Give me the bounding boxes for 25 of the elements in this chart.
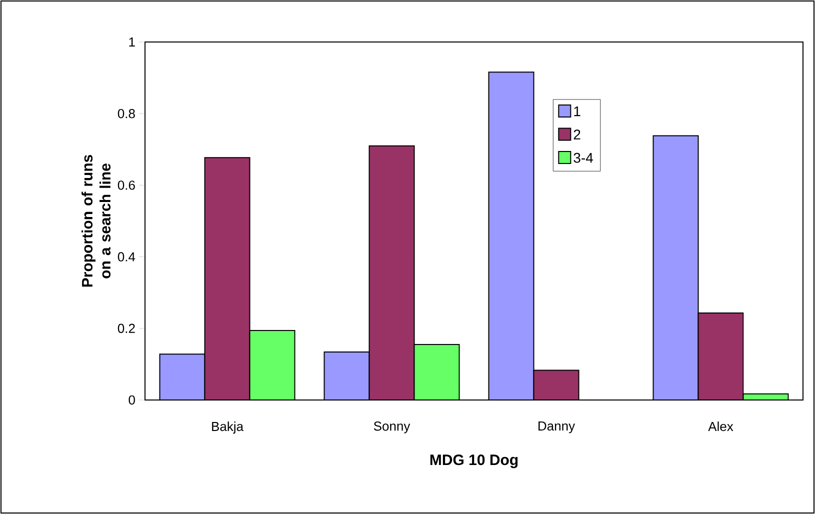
legend-label: 3-4: [574, 152, 593, 163]
y-tick-label: 0: [128, 395, 135, 405]
x-tick-label: Danny: [538, 422, 576, 434]
y-axis-title: Proportion of runs on a search line: [82, 154, 111, 287]
bar: [414, 344, 460, 400]
bar: [698, 312, 744, 400]
x-tick-label: Sonny: [374, 422, 410, 434]
y-tick-label: 0.4: [118, 252, 136, 262]
x-tick-label: Bakja: [212, 422, 244, 434]
bar: [324, 352, 370, 400]
bar: [369, 146, 414, 400]
legend-label: 2: [574, 130, 580, 140]
bar: [652, 135, 699, 400]
y-tick-label: 0.2: [118, 324, 135, 333]
bar: [160, 354, 205, 400]
y-tick-label: 0.8: [118, 108, 135, 118]
bar: [534, 370, 579, 400]
y-tick-label: 1: [129, 38, 135, 46]
legend-label: 1: [574, 106, 580, 116]
bar: [204, 158, 250, 400]
x-axis-title: MDG 10 Dog: [430, 454, 518, 468]
x-tick-label: Alex: [708, 422, 734, 432]
bar: [488, 72, 534, 400]
bar: [250, 330, 295, 400]
y-tick-label: 0.6: [118, 180, 135, 190]
